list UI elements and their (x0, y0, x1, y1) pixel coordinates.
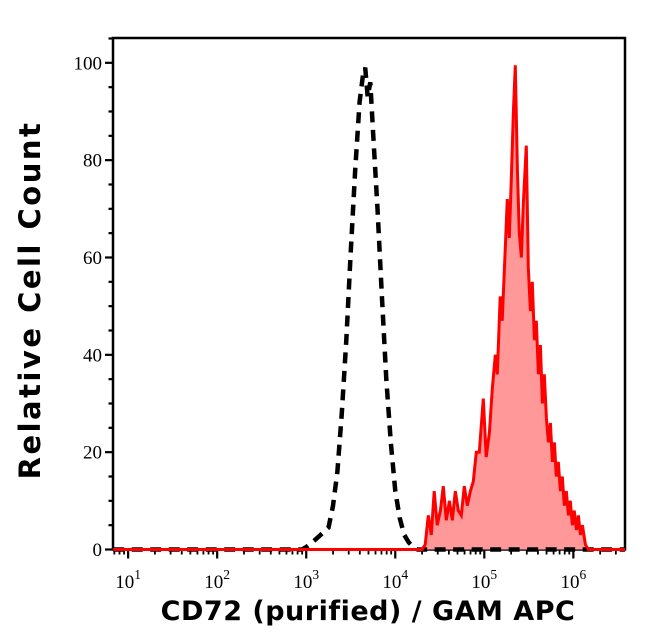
series-1-curve (113, 65, 625, 551)
y-axis-title: Relative Cell Count (13, 120, 47, 480)
x-tick-label: 106 (560, 567, 586, 593)
y-tick-label: 0 (93, 540, 103, 561)
y-tick-label: 40 (83, 345, 102, 366)
x-axis-title: CD72 (purified) / GAM APC (160, 596, 576, 627)
x-tick-label: 101 (115, 567, 141, 593)
y-tick-label: 80 (83, 151, 102, 172)
x-tick-label: 103 (293, 567, 319, 593)
y-tick-label: 20 (83, 443, 102, 464)
y-tick-label: 60 (83, 248, 102, 269)
x-tick-label: 102 (204, 567, 230, 593)
series-1-fill (113, 65, 625, 550)
x-tick-label: 104 (382, 567, 408, 593)
x-tick-label: 105 (471, 567, 497, 593)
y-tick-label: 100 (74, 53, 103, 74)
series-0-curve (113, 66, 625, 552)
